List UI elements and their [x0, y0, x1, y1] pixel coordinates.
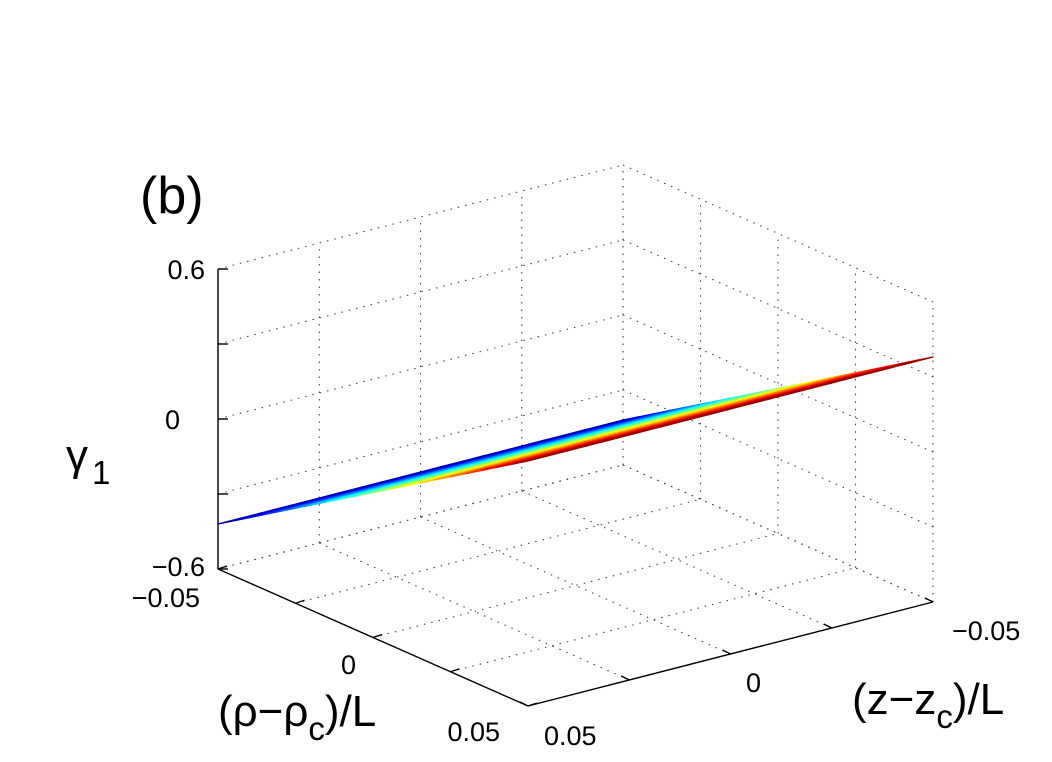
- grid-line: [319, 542, 630, 681]
- rho-tick-label-right: 0.05: [447, 717, 500, 747]
- zpos-tick-label-right: −0.05: [952, 616, 1020, 646]
- z-tick-mark: [823, 623, 833, 629]
- rho-tick-mark: [372, 633, 383, 639]
- zpos-tick-label-mid: 0: [746, 668, 761, 698]
- z-tick-mark: [519, 701, 529, 707]
- rho-tick-mark: [527, 702, 538, 707]
- rho-tick-label-left: −0.05: [132, 583, 200, 613]
- grid-line: [372, 532, 779, 639]
- rho-axis-label: (ρ−ρc)/L: [218, 687, 376, 747]
- surface-mesh: [217, 356, 934, 525]
- z-tick-mark: [620, 675, 630, 681]
- rho-tick-label-mid: 0: [341, 650, 356, 680]
- rho-tick-mark: [217, 565, 228, 570]
- zpos-tick-label-left: 0.05: [544, 721, 597, 751]
- z-tick-mark: [722, 649, 731, 655]
- rho-tick-mark: [295, 599, 305, 604]
- mesh-cell: [896, 356, 934, 367]
- z-tick-mark: [924, 597, 934, 603]
- grid-line: [420, 516, 731, 655]
- axes: [217, 268, 934, 707]
- z-tick-label-mid: 0: [165, 405, 180, 435]
- grid-line: [295, 498, 701, 604]
- grid-line: [521, 490, 832, 629]
- grid-line: [450, 567, 856, 673]
- panel-label: (b): [140, 167, 204, 225]
- z-tick-label-bottom: −0.6: [152, 552, 205, 582]
- z-axis-label: (z−zc)/L: [852, 675, 1004, 735]
- z-tick-label-top: 0.6: [167, 255, 205, 285]
- rho-tick-mark: [450, 668, 460, 673]
